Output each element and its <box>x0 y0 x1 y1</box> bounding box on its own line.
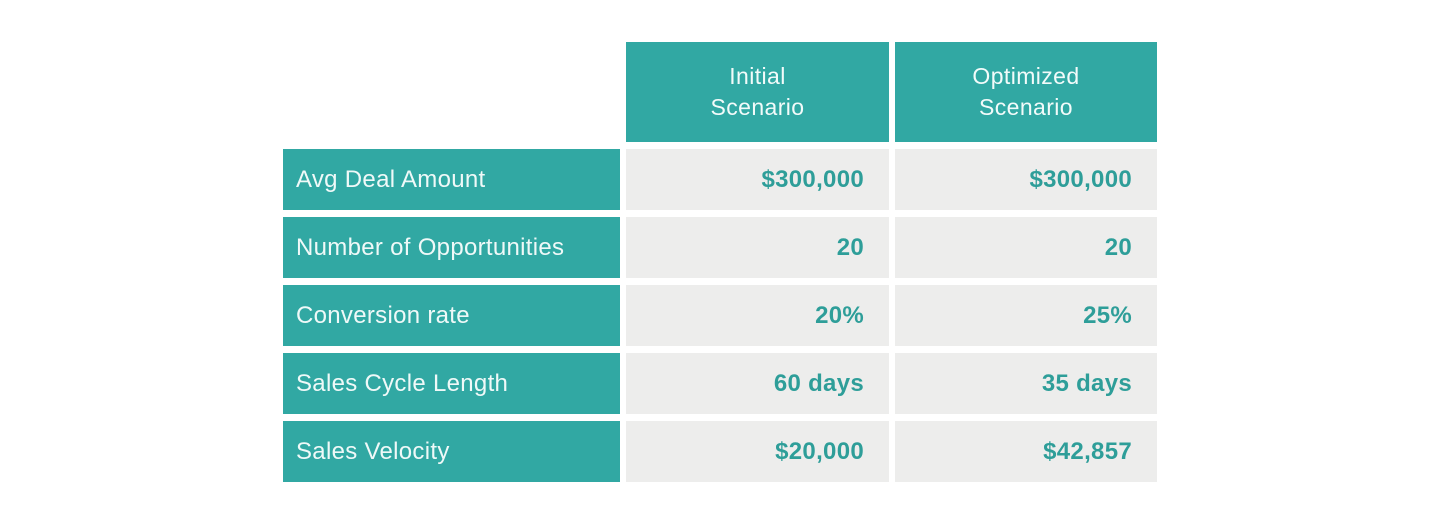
value-cell-optimized: 20 <box>895 217 1157 278</box>
value-cell-optimized: $42,857 <box>895 421 1157 482</box>
comparison-table: Initial Scenario Optimized Scenario Avg … <box>283 42 1157 482</box>
value-cell-initial: 20% <box>626 285 889 346</box>
value-cell-optimized: 35 days <box>895 353 1157 414</box>
value-cell-initial: $20,000 <box>626 421 889 482</box>
value-cell-initial: 20 <box>626 217 889 278</box>
value-cell-initial: 60 days <box>626 353 889 414</box>
row-label-cell: Sales Velocity <box>283 421 620 482</box>
value-cell-optimized: $300,000 <box>895 149 1157 210</box>
row-label-cell: Avg Deal Amount <box>283 149 620 210</box>
corner-spacer <box>283 42 620 142</box>
row-label-cell: Number of Opportunities <box>283 217 620 278</box>
column-header-initial: Initial Scenario <box>626 42 889 142</box>
value-cell-initial: $300,000 <box>626 149 889 210</box>
row-label-cell: Sales Cycle Length <box>283 353 620 414</box>
row-label-cell: Conversion rate <box>283 285 620 346</box>
value-cell-optimized: 25% <box>895 285 1157 346</box>
column-header-optimized: Optimized Scenario <box>895 42 1157 142</box>
